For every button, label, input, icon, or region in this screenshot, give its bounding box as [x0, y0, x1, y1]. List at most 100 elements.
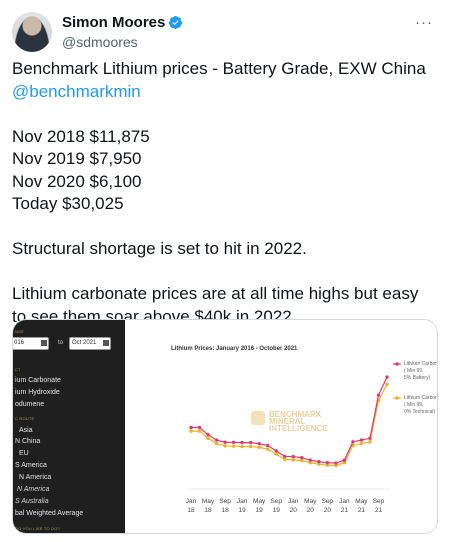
x-tick-label: 18 — [221, 507, 229, 514]
data-point — [214, 438, 219, 442]
sidebar-caption: c route — [15, 416, 35, 421]
legend-label: Lithium Carbonate — [404, 395, 438, 401]
data-point — [206, 432, 210, 437]
data-point — [231, 444, 236, 448]
sidebar-item-route: N America — [17, 486, 50, 493]
data-point — [368, 436, 372, 440]
x-tick-label: 21 — [358, 507, 366, 514]
data-point — [189, 425, 193, 430]
x-tick-label: 19 — [256, 507, 264, 514]
data-point — [291, 458, 295, 462]
tweet-line: Structural shortage is set to hit in 202… — [12, 239, 307, 258]
avatar[interactable] — [12, 12, 52, 52]
data-point — [206, 436, 210, 440]
x-tick-label: Sep — [373, 498, 385, 505]
data-point — [283, 454, 287, 459]
data-point — [248, 444, 253, 449]
handle[interactable]: @sdmoores — [62, 34, 138, 50]
legend-marker — [395, 396, 399, 400]
sidebar-item-route: N America — [19, 474, 52, 481]
watermark-text: BENCHMARK — [269, 410, 322, 419]
sidebar-item-product: odumene — [15, 401, 45, 408]
data-point — [300, 455, 304, 460]
date-to-field: Oct 2021 — [69, 337, 111, 350]
tweet-line: Benchmark Lithium prices - Battery Grade… — [12, 59, 426, 78]
x-tick-label: 19 — [273, 507, 281, 514]
data-point — [325, 463, 330, 467]
watermark-logo-icon — [251, 411, 265, 425]
data-point — [325, 461, 330, 465]
date-to-value: Oct 2021 — [72, 340, 97, 346]
display-name[interactable]: Simon Moores — [62, 14, 166, 31]
sidebar-item-product: ium Carbonate — [15, 377, 61, 384]
data-point — [248, 440, 253, 445]
date-from-value: 016 — [14, 340, 25, 346]
x-tick-label: May — [304, 498, 317, 505]
x-tick-label: 19 — [239, 507, 247, 514]
sidebar-item-route: S America — [15, 462, 47, 469]
legend-label: 0% Technical) — [404, 409, 435, 415]
data-point — [265, 447, 270, 451]
sidebar-item-route: EU — [19, 450, 29, 457]
x-tick-label: Jan — [186, 498, 197, 505]
legend-label: Lithium Carbonate — [404, 361, 438, 367]
x-tick-label: 18 — [204, 507, 212, 514]
data-point — [291, 454, 295, 459]
data-point — [317, 459, 321, 464]
more-options-icon[interactable]: ··· — [415, 14, 433, 31]
data-point — [265, 443, 270, 448]
date-to-label: to — [58, 340, 64, 346]
x-tick-label: Sep — [219, 498, 231, 505]
chart-panel: Lithium Prices: January 2016 - October 2… — [125, 320, 438, 533]
data-point — [376, 393, 381, 397]
x-tick-label: Sep — [322, 498, 334, 505]
x-tick-label: 21 — [341, 507, 349, 514]
x-tick-label: 21 — [375, 507, 383, 514]
sidebar-item-route: N China — [15, 438, 41, 445]
date-from-field: 016 — [13, 337, 49, 350]
tweet-media-image[interactable]: nge 016 to Oct 2021 ct ium Carbonate ium… — [12, 319, 438, 534]
data-point — [257, 441, 261, 446]
x-tick-label: 20 — [290, 507, 298, 514]
line-gap — [12, 216, 440, 239]
data-point — [274, 452, 278, 456]
sidebar-item-route: Asia — [19, 427, 33, 434]
x-tick-label: 20 — [324, 507, 332, 514]
dashboard-sidebar: nge 016 to Oct 2021 ct ium Carbonate ium… — [13, 320, 125, 533]
data-point — [223, 444, 227, 448]
data-point — [359, 438, 364, 442]
data-point — [317, 462, 321, 466]
data-point — [283, 457, 287, 462]
line-gap — [12, 103, 440, 126]
data-point — [257, 445, 261, 449]
data-point — [223, 440, 227, 444]
tweet-text: Benchmark Lithium prices - Battery Grade… — [12, 58, 440, 328]
author-info[interactable]: Simon Moores @sdmoores — [62, 13, 183, 51]
tweet-line: Nov 2018 $11,875 — [12, 126, 150, 146]
sidebar-caption: nge — [15, 329, 25, 334]
legend-label: 5% Battery) — [404, 375, 430, 381]
data-point — [385, 375, 389, 379]
sidebar-item-route: bal Weighted Average — [15, 510, 84, 517]
x-tick-label: Sep — [270, 498, 282, 505]
tweet-line: Today $30,025 — [12, 194, 124, 213]
data-point — [334, 463, 338, 468]
verified-badge-icon — [169, 15, 183, 30]
tweet-header: Simon Moores @sdmoores ··· — [12, 12, 438, 52]
tweet-line: Nov 2020 $6,100 — [12, 171, 142, 191]
x-tick-label: 18 — [187, 507, 195, 514]
calendar-icon — [103, 340, 109, 346]
data-point — [308, 458, 313, 462]
data-point — [385, 382, 389, 387]
data-point — [214, 441, 219, 446]
x-tick-label: 20 — [307, 507, 315, 514]
x-tick-label: May — [202, 498, 215, 505]
watermark-text: MINERAL — [269, 417, 306, 426]
tweet-line: Lithium carbonate prices are at all time… — [12, 284, 419, 303]
mention-link[interactable]: @benchmarkmin — [12, 81, 141, 101]
data-point — [300, 458, 304, 463]
sidebar-caption: ct — [15, 367, 21, 372]
data-point — [231, 440, 236, 445]
sidebar-caption: do you like to do? — [15, 526, 60, 531]
